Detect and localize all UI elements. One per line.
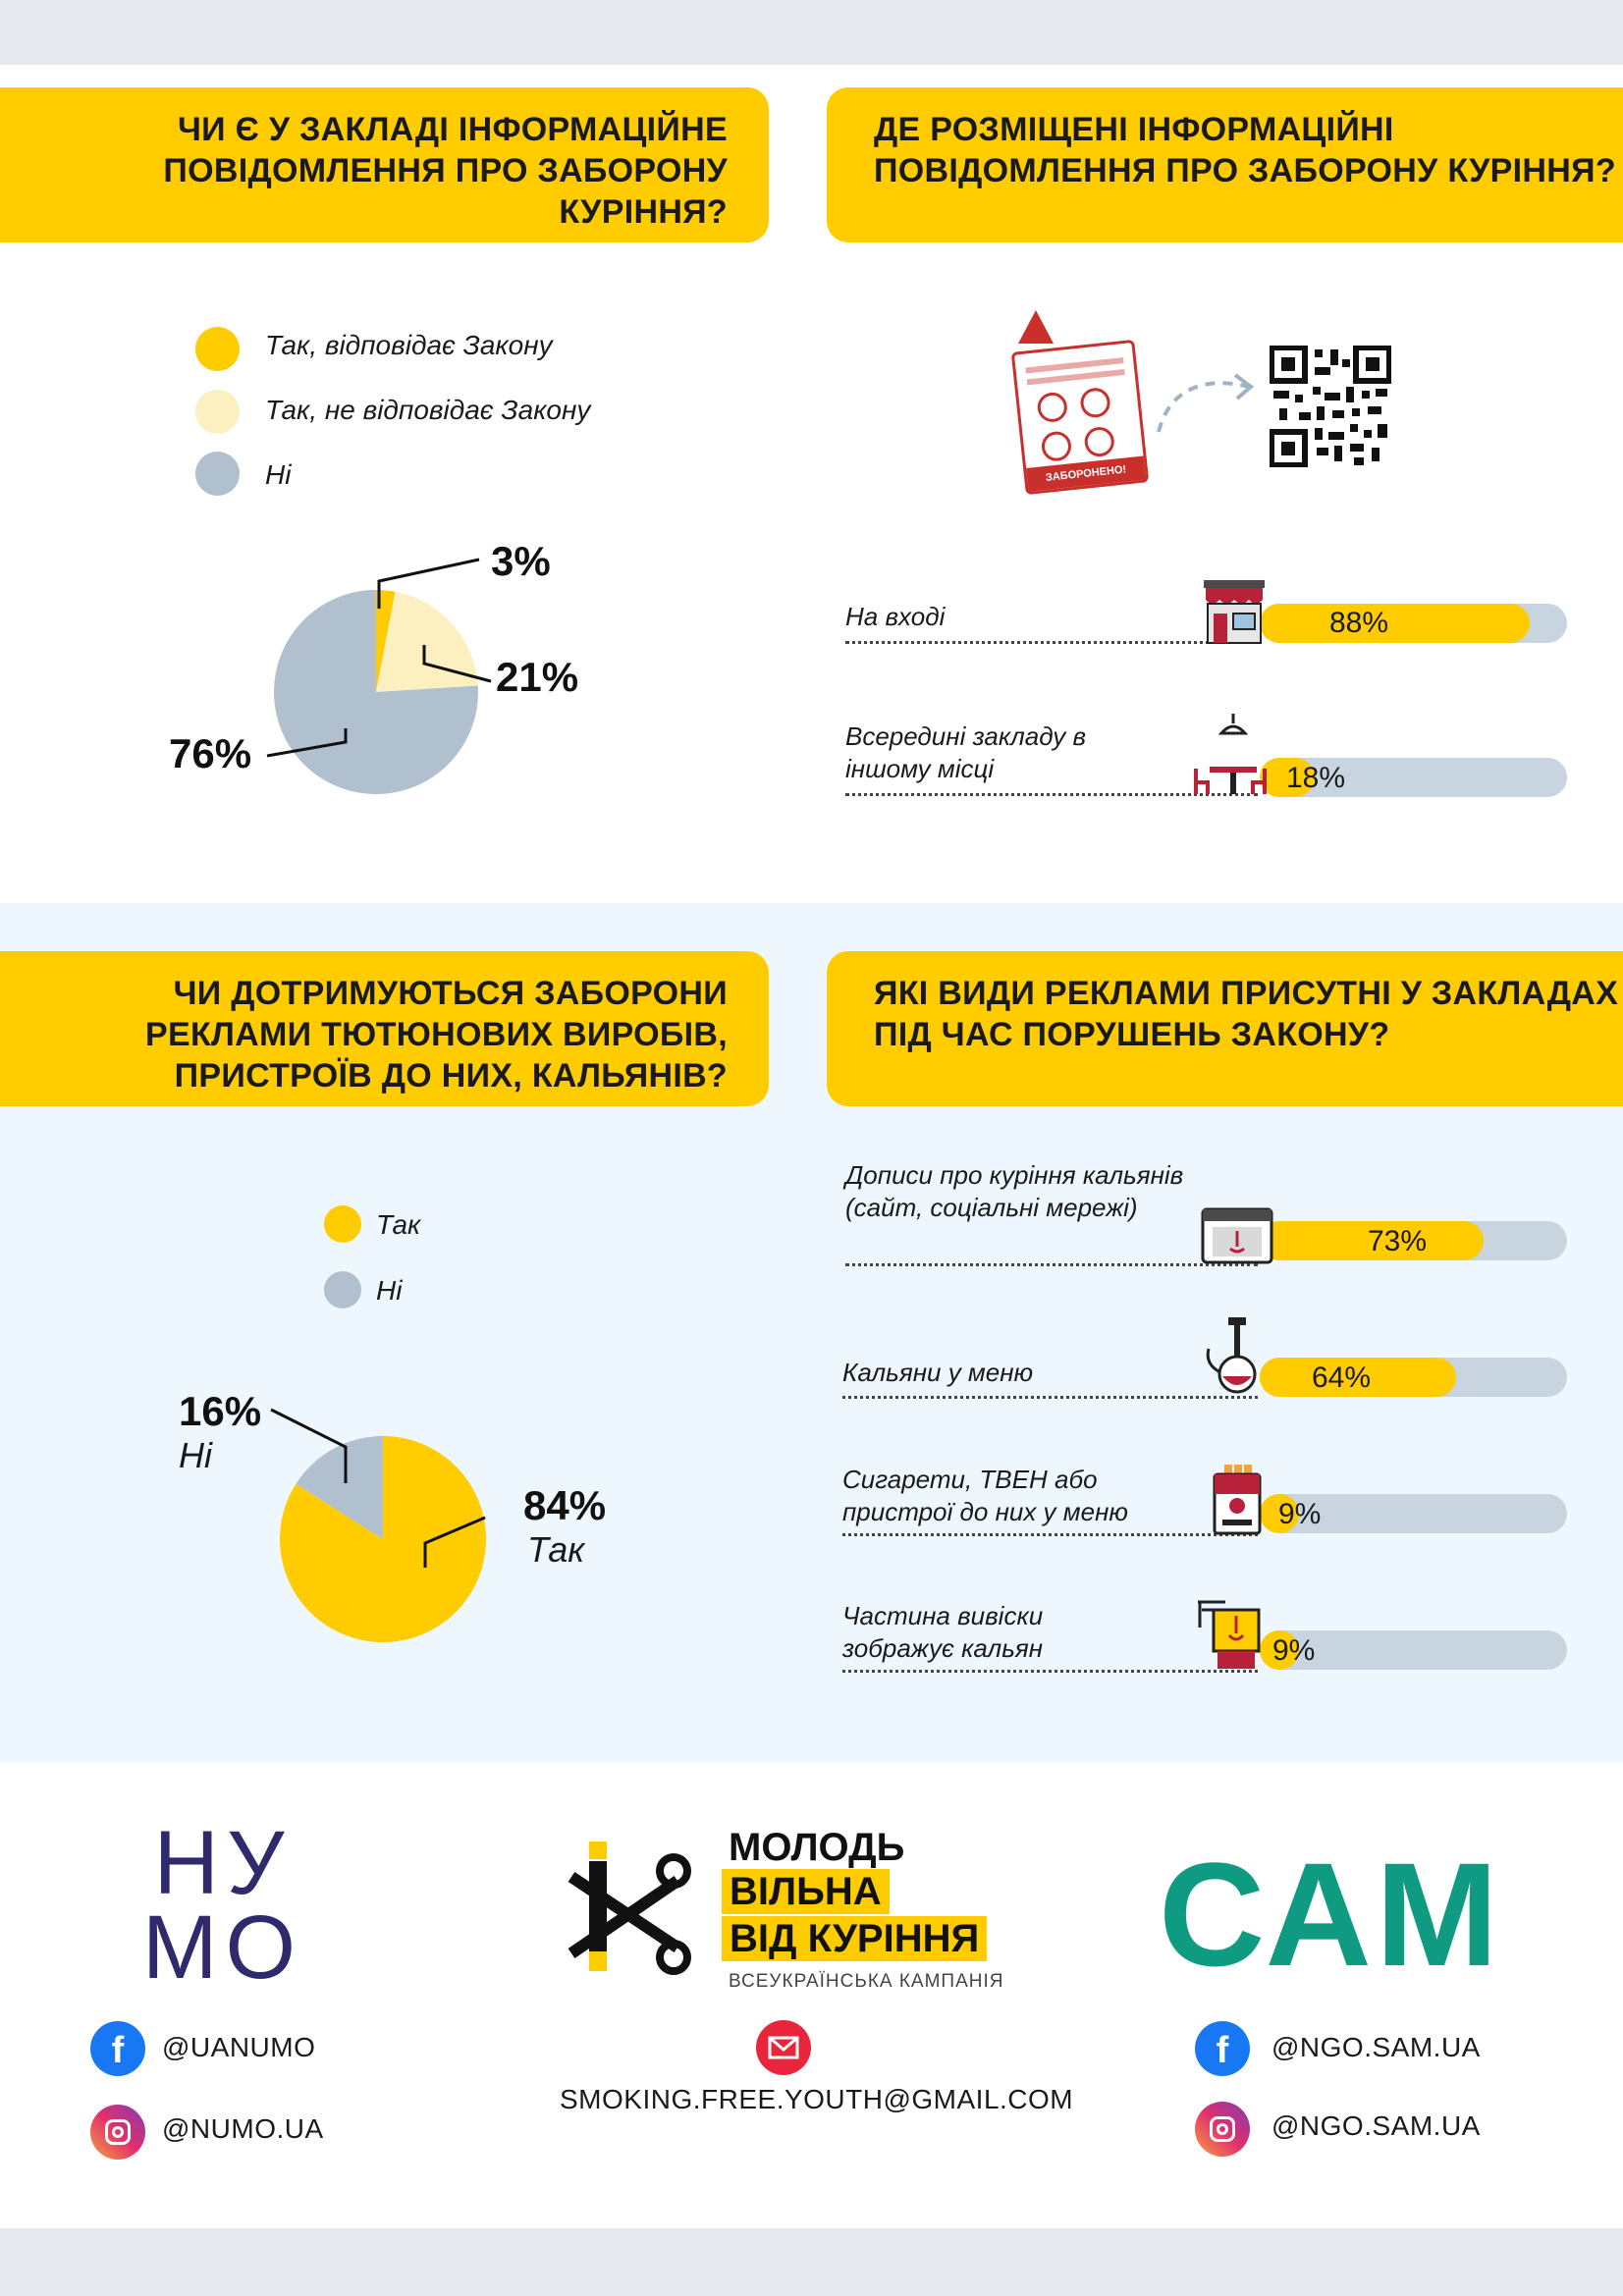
bar-label-posts: Дописи про куріння кальянів (сайт, соціа… — [845, 1160, 1184, 1222]
no-smoking-sign-illustration: ЗАБОРОНЕНО! — [1010, 339, 1150, 496]
bar-value-cigarettes: 9% — [1278, 1498, 1322, 1530]
bar-fill-hookah-menu — [1260, 1358, 1457, 1397]
campaign-title-line2: ВІЛЬНА — [722, 1869, 890, 1914]
numo-facebook-link[interactable]: @UANUMO — [162, 2032, 316, 2062]
bar-track-hookah-menu — [1260, 1358, 1567, 1397]
pie2-label-84: 84% — [523, 1482, 607, 1528]
campaign-subtitle: ВСЕУКРАЇНСЬКА КАМПАНІЯ — [729, 1971, 1004, 1992]
qr-code-icon — [1270, 346, 1391, 467]
bar-fill-cigarettes — [1260, 1494, 1299, 1533]
instagram-icon[interactable] — [1195, 2102, 1250, 2157]
alert-triangle-icon — [1018, 310, 1054, 344]
legend-dot-yes-compliant — [195, 327, 240, 371]
dotted-leader — [845, 793, 1258, 796]
leader-line-3 — [377, 558, 480, 609]
numo-logo-line1: НУ — [153, 1813, 293, 1913]
pie-slice-no — [274, 590, 478, 794]
campaign-title-line1: МОЛОДЬ — [729, 1826, 905, 1869]
legend-label-yes-compliant: Так, відповідає Закону — [265, 330, 553, 360]
pie1-label-3: 3% — [491, 538, 551, 584]
legend-label-no: Ні — [376, 1275, 403, 1306]
browser-window-icon — [1201, 1207, 1273, 1264]
section2-left-title: ЧИ ДОТРИМУЮТЬСЯ ЗАБОРОНИ РЕКЛАМИ ТЮТЮНОВ… — [0, 951, 769, 1106]
pie2-sublabel-no: Ні — [179, 1435, 212, 1475]
sam-facebook-link[interactable]: @NGO.SAM.UA — [1271, 2032, 1481, 2062]
bar-label-inside: Всередині закладу в іншому місці — [845, 721, 1140, 785]
legend-label-yes-noncompliant: Так, не відповідає Закону — [265, 395, 591, 425]
legend-dot-yes — [324, 1205, 361, 1243]
dotted-leader — [845, 1263, 1258, 1266]
email-link[interactable]: SMOKING.FREE.YOUTH@GMAIL.COM — [560, 2084, 1074, 2114]
bar-track-posts — [1260, 1221, 1567, 1260]
legend-label-yes: Так — [376, 1209, 421, 1240]
signboard-icon — [1198, 1600, 1261, 1669]
bar-value-posts: 73% — [1368, 1225, 1428, 1257]
bar-label-inside-text: Всередині закладу в іншому місці — [845, 721, 1087, 783]
bar-fill-posts — [1260, 1221, 1485, 1260]
numo-instagram-link[interactable]: @NUMO.UA — [162, 2113, 324, 2144]
dotted-leader — [845, 641, 1258, 644]
bar-track-inside — [1260, 758, 1567, 797]
bar-label-hookah-menu: Кальяни у меню — [842, 1358, 1034, 1387]
legend-label-no: Ні — [265, 459, 292, 490]
legend-dot-yes-noncompliant — [195, 390, 240, 434]
dotted-leader — [842, 1396, 1258, 1399]
section1-right-title: ДЕ РОЗМІЩЕНІ ІНФОРМАЦІЙНІ ПОВІДОМЛЕННЯ П… — [827, 87, 1623, 242]
bar-label-entrance: На вході — [845, 602, 946, 631]
campaign-title-line3: ВІД КУРІННЯ — [722, 1916, 988, 1961]
sam-instagram-link[interactable]: @NGO.SAM.UA — [1271, 2110, 1481, 2141]
dotted-leader — [842, 1670, 1258, 1673]
bar-track-entrance — [1260, 604, 1567, 643]
campaign-scissors-icon — [568, 1842, 691, 1975]
pie1-label-21: 21% — [496, 654, 579, 700]
sam-logo: САМ — [1159, 1832, 1502, 1997]
bar-track-cigarettes — [1260, 1494, 1567, 1533]
email-icon[interactable] — [756, 2020, 811, 2075]
bar-label-signboard: Частина вивіски зображує кальян — [842, 1601, 1044, 1663]
bar-label-cigarettes: Сигарети, ТВЕН або пристрої до них у мен… — [842, 1465, 1128, 1526]
pie2-sublabel-yes: Так — [527, 1529, 585, 1570]
shop-icon — [1204, 580, 1265, 644]
legend-dot-no — [195, 452, 240, 496]
cigarette-pack-icon — [1213, 1465, 1262, 1535]
instagram-icon[interactable] — [90, 2105, 145, 2160]
facebook-icon[interactable]: f — [90, 2021, 145, 2076]
bar-value-entrance: 88% — [1329, 607, 1389, 639]
numo-logo-line2: МО — [141, 1897, 304, 1998]
cafe-table-lamp-icon — [1194, 714, 1267, 794]
hookah-icon — [1206, 1317, 1257, 1394]
bar-value-inside: 18% — [1286, 762, 1346, 794]
bar-fill-entrance — [1260, 604, 1531, 643]
leader-line-76 — [266, 728, 348, 758]
section1-left-title: ЧИ Є У ЗАКЛАДІ ІНФОРМАЦІЙНЕ ПОВІДОМЛЕННЯ… — [0, 87, 769, 242]
bar-value-hookah-menu: 64% — [1312, 1362, 1372, 1394]
pie2-label-16: 16% — [179, 1388, 262, 1434]
leader-line-21 — [422, 645, 492, 683]
section2-right-title: ЯКІ ВИДИ РЕКЛАМИ ПРИСУТНІ У ЗАКЛАДАХ ПІД… — [827, 951, 1623, 1106]
legend-dot-no — [324, 1271, 361, 1308]
pie-slice-yes-compliant — [376, 590, 396, 692]
pie-slice-yes-noncompliant — [376, 591, 478, 692]
bar-fill-signboard — [1260, 1630, 1299, 1670]
numo-logo: НУ МО — [130, 1813, 316, 1998]
top-band — [0, 0, 1623, 65]
bottom-band — [0, 2228, 1623, 2296]
dashed-arrow-icon — [1157, 373, 1255, 433]
facebook-icon[interactable]: f — [1195, 2021, 1250, 2076]
bar-fill-inside — [1260, 758, 1316, 797]
dotted-leader — [842, 1533, 1258, 1536]
pie1-label-76: 76% — [169, 730, 252, 776]
sign-caption: ЗАБОРОНЕНО! — [1026, 455, 1146, 492]
bar-track-signboard — [1260, 1630, 1567, 1670]
bar-value-signboard: 9% — [1272, 1634, 1316, 1667]
